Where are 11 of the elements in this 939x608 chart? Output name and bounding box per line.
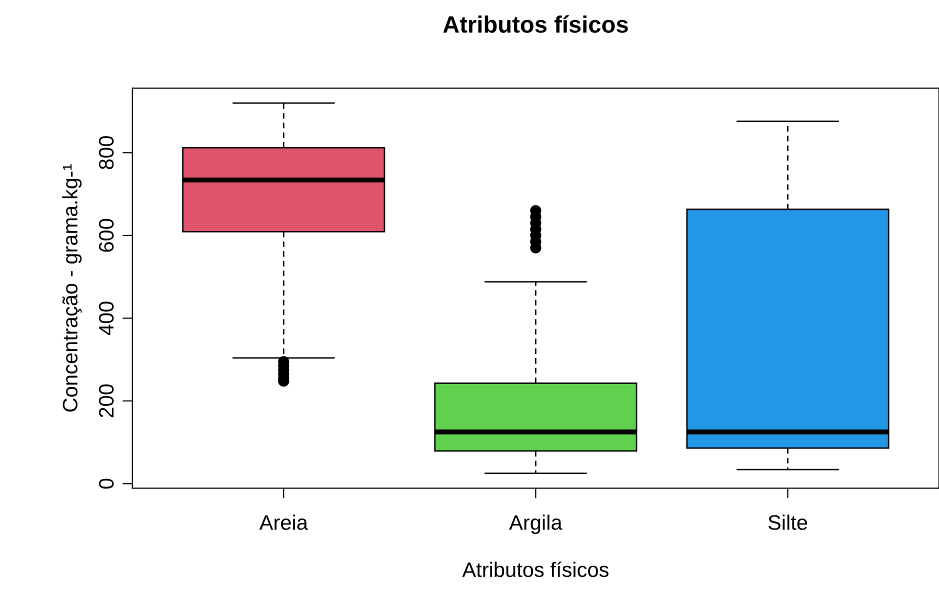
x-tick-label: Areia	[259, 514, 308, 530]
y-tick-label: 600	[98, 218, 114, 252]
y-axis-title: Concentração - grama.kg-¹	[62, 164, 82, 412]
y-tick-label: 800	[98, 136, 114, 170]
x-tick-label: Argila	[509, 514, 562, 534]
x-axis-title: Atributos físicos	[462, 562, 608, 578]
y-tick-label: 200	[98, 384, 114, 418]
y-tick-label: 0	[98, 478, 114, 489]
chart-title: Atributos físicos	[443, 15, 628, 33]
y-tick-label: 400	[98, 302, 114, 336]
x-tick-label: Silte	[768, 514, 808, 530]
